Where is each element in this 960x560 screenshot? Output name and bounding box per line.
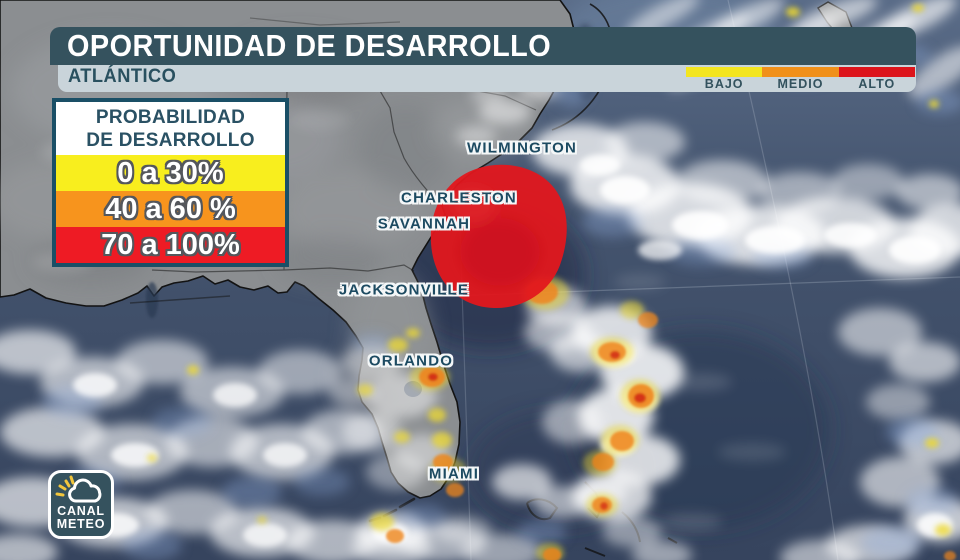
city-label-savannah: SAVANNAH [377,215,471,233]
legend-row-low-label: 0 a 30% [117,156,224,189]
legend-title: PROBABILIDAD DE DESARROLLO [56,102,285,155]
city-label-wilmington: WILMINGTON [466,139,578,157]
legend-row-low: 0 a 30% [56,155,285,191]
risk-scale-strip [686,67,915,77]
probability-legend: PROBABILIDAD DE DESARROLLO 0 a 30% 40 a … [52,98,289,267]
legend-row-medium: 40 a 60 % [56,191,285,227]
risk-scale-label-high: ALTO [858,77,896,91]
cloud-sun-icon [55,475,102,503]
city-label-miami: MIAMI [428,465,480,483]
risk-scale-label-low: BAJO [704,77,744,91]
legend-title-line1: PROBABILIDAD [95,107,246,128]
region-label: ATLÁNTICO [68,66,177,87]
city-label-orlando: ORLANDO [368,352,454,370]
logo-text-line2: METEO [56,517,106,531]
legend-row-high: 70 a 100% [56,227,285,263]
risk-scale-segment-medium [762,67,839,77]
development-zone [430,164,567,309]
risk-scale-label-medium: MEDIO [777,77,824,91]
channel-logo: CANAL METEO [48,470,114,539]
legend-row-high-label: 70 a 100% [101,228,240,261]
risk-scale-segment-low [686,67,763,77]
convection-orange-layer [386,280,956,560]
legend-title-line2: DE DESARROLLO [86,130,255,151]
city-label-charleston: CHARLESTON [401,189,517,207]
risk-scale-labels: BAJO MEDIO ALTO [686,77,915,91]
headline-bar: OPORTUNIDAD DE DESARROLLO [50,27,916,65]
city-label-jacksonville: JACKSONVILLE [338,281,470,299]
headline-title: OPORTUNIDAD DE DESARROLLO [67,28,552,63]
subheadline-bar: ATLÁNTICO BAJO MEDIO ALTO [58,65,916,92]
risk-scale-segment-high [838,67,915,77]
legend-row-medium-label: 40 a 60 % [105,192,236,225]
logo-text-line1: CANAL [57,504,105,518]
